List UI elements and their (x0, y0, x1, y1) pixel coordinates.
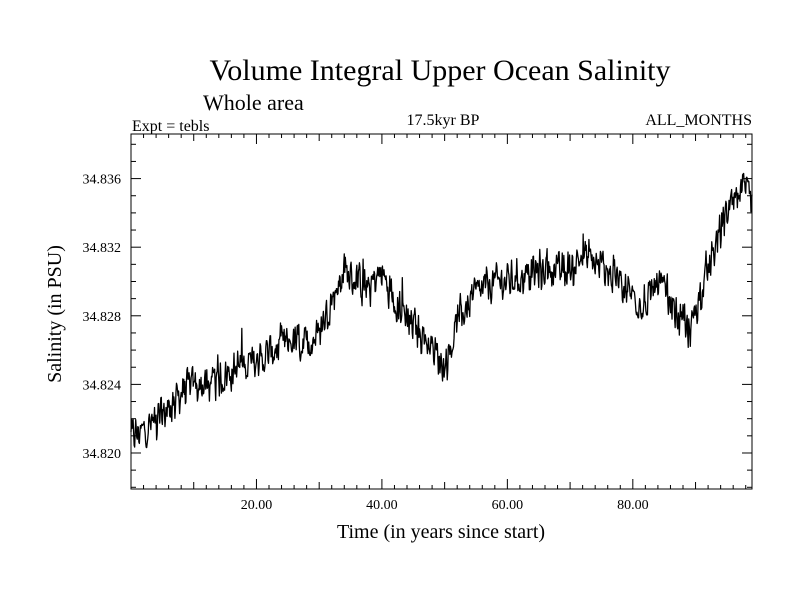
x-tick-label: 20.00 (241, 498, 273, 513)
chart-title: Volume Integral Upper Ocean Salinity (210, 54, 671, 87)
chart-subtitle: Whole area (203, 90, 304, 115)
y-tick-label: 34.832 (83, 241, 122, 256)
y-tick-label: 34.836 (83, 173, 122, 188)
x-tick-label: 60.00 (492, 498, 524, 513)
months-label: ALL_MONTHS (645, 112, 752, 129)
salinity-series-line (130, 172, 753, 449)
y-tick-label: 34.820 (83, 447, 122, 462)
period-label: 17.5kyr BP (407, 112, 480, 129)
y-tick-label: 34.824 (83, 378, 122, 393)
x-axis: 20.00 40.00 60.00 80.00 (143, 134, 747, 513)
y-tick-label: 34.828 (83, 310, 122, 325)
x-tick-label: 40.00 (366, 498, 398, 513)
plot-frame (130, 133, 753, 490)
experiment-label: Expt = tebls (132, 118, 209, 135)
y-axis: 34.820 34.824 34.828 34.832 34.836 (83, 143, 752, 488)
x-tick-label: 80.00 (617, 498, 649, 513)
x-axis-label: Time (in years since start) (337, 521, 545, 543)
y-axis-label: Salinity (in PSU) (44, 245, 66, 383)
